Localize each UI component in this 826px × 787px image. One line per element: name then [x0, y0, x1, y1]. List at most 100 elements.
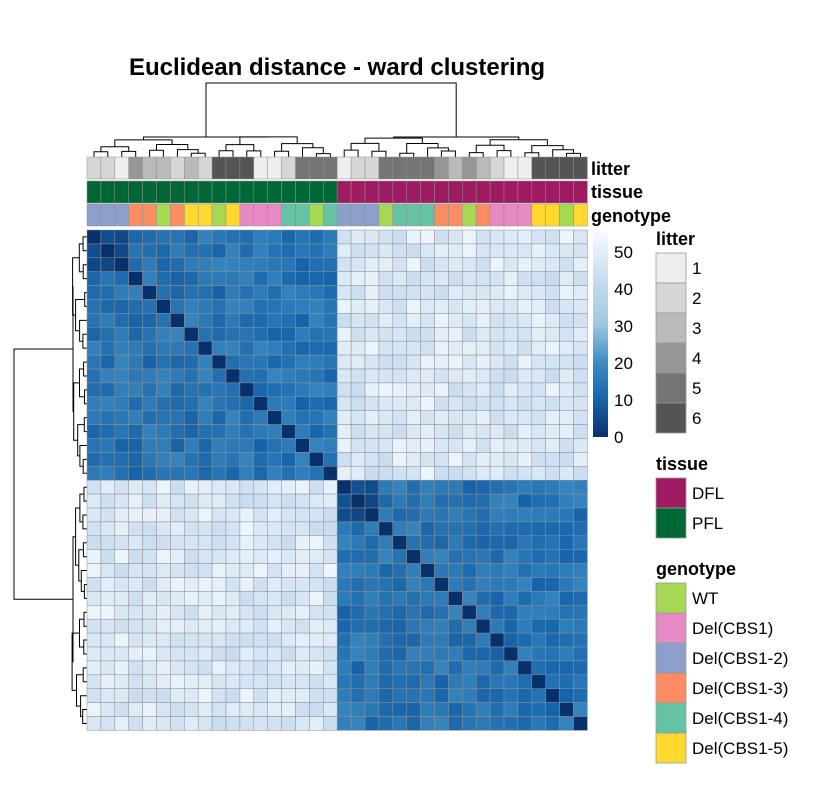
- heatmap-cell: [323, 618, 338, 634]
- heatmap-cell: [462, 618, 477, 634]
- heatmap-cell: [336, 605, 352, 620]
- heatmap-cell: [378, 577, 394, 592]
- heatmap-cell: [239, 507, 255, 523]
- heatmap-cell: [517, 368, 533, 384]
- heatmap-cell: [184, 299, 199, 314]
- heatmap-cell: [559, 535, 574, 550]
- heatmap-cell: [267, 410, 282, 425]
- dendrogram-branch: [552, 149, 574, 157]
- heatmap-cell: [406, 535, 421, 550]
- heatmap-cell: [434, 285, 449, 300]
- legend-label: 4: [692, 349, 701, 368]
- heatmap-cell: [128, 243, 143, 259]
- heatmap-cell: [197, 229, 213, 245]
- heatmap-cell: [462, 688, 477, 703]
- heatmap-cell: [434, 618, 449, 634]
- heatmap-cell: [156, 646, 171, 662]
- heatmap-cell: [434, 410, 449, 425]
- heatmap-cell: [225, 368, 241, 384]
- tissue-cell: [336, 180, 352, 204]
- heatmap-cell: [545, 479, 560, 495]
- heatmap-cell: [489, 591, 505, 606]
- heatmap-cell: [128, 605, 143, 620]
- heatmap-cell: [545, 493, 560, 509]
- dendrogram-branch: [83, 361, 87, 377]
- heatmap-cell: [489, 674, 505, 689]
- dendrogram-branch: [71, 632, 80, 691]
- heatmap-cell: [406, 466, 421, 481]
- heatmap-cell: [309, 452, 324, 467]
- heatmap-cell: [156, 632, 171, 648]
- heatmap-cell: [573, 618, 588, 634]
- heatmap-cell: [197, 618, 213, 634]
- heatmap-cell: [545, 257, 560, 272]
- heatmap-cell: [350, 410, 366, 425]
- heatmap-cell: [364, 271, 380, 286]
- heatmap-cell: [364, 382, 380, 398]
- column-dendrogram: [93, 82, 581, 157]
- heatmap-cell: [281, 632, 296, 648]
- heatmap-cell: [448, 591, 463, 606]
- heatmap-cell: [128, 271, 143, 286]
- heatmap-cell: [364, 229, 380, 245]
- heatmap-cell: [197, 702, 213, 717]
- heatmap-cell: [309, 327, 324, 342]
- legend-label: 5: [692, 379, 701, 398]
- heatmap-cell: [170, 507, 185, 523]
- heatmap-cell: [309, 674, 324, 689]
- heatmap-cell: [323, 591, 338, 606]
- heatmap-cell: [142, 563, 157, 578]
- heatmap-cell: [378, 521, 394, 537]
- heatmap-cell: [184, 507, 199, 523]
- tissue-cell: [281, 180, 296, 204]
- legend-swatch: [655, 507, 687, 539]
- heatmap-cell: [309, 271, 324, 286]
- legend-title-litter: litter: [656, 229, 695, 249]
- heatmap-cell: [239, 368, 255, 384]
- tissue-cell: [392, 180, 407, 204]
- heatmap-cell: [128, 702, 143, 717]
- heatmap-cell: [281, 424, 296, 439]
- heatmap-cell: [573, 257, 588, 272]
- heatmap-cell: [448, 535, 463, 550]
- tissue-cell: [253, 180, 268, 204]
- heatmap-cell: [531, 521, 546, 537]
- litter-cell: [211, 156, 227, 180]
- heatmap-cell: [239, 452, 255, 467]
- heatmap-cell: [462, 591, 477, 606]
- heatmap-cell: [336, 591, 352, 606]
- heatmap-cell: [420, 466, 435, 481]
- heatmap-cell: [114, 368, 129, 384]
- dendrogram-branch: [149, 149, 164, 157]
- heatmap-cell: [267, 354, 282, 370]
- heatmap-cell: [128, 688, 143, 703]
- heatmap-cell: [114, 702, 129, 717]
- heatmap-cell: [295, 688, 310, 703]
- heatmap-cell: [336, 368, 352, 384]
- heatmap-cell: [86, 285, 102, 300]
- heatmap-cell: [462, 271, 477, 286]
- heatmap-cell: [434, 354, 449, 370]
- heatmap-cell: [225, 716, 241, 731]
- heatmap-cell: [420, 688, 435, 703]
- heatmap-cell: [309, 396, 324, 411]
- heatmap-cell: [475, 521, 491, 537]
- heatmap-cell: [573, 438, 588, 453]
- heatmap-cell: [364, 563, 380, 578]
- heatmap-cell: [489, 577, 505, 592]
- heatmap-cell: [225, 382, 241, 398]
- heatmap-cell: [184, 313, 199, 328]
- heatmap-cell: [434, 438, 449, 453]
- heatmap-cell: [281, 438, 296, 453]
- heatmap-cell: [225, 229, 241, 245]
- heatmap-cell: [559, 424, 574, 439]
- heatmap-cell: [142, 257, 157, 272]
- heatmap-cell: [559, 368, 574, 384]
- legend-label: Del(CBS1-3): [692, 679, 788, 698]
- heatmap-cell: [364, 716, 380, 731]
- legend-swatch: [655, 342, 687, 374]
- heatmap-cell: [475, 396, 491, 411]
- heatmap-cell: [517, 466, 533, 481]
- heatmap-cell: [573, 466, 588, 481]
- heatmap-cell: [170, 521, 185, 537]
